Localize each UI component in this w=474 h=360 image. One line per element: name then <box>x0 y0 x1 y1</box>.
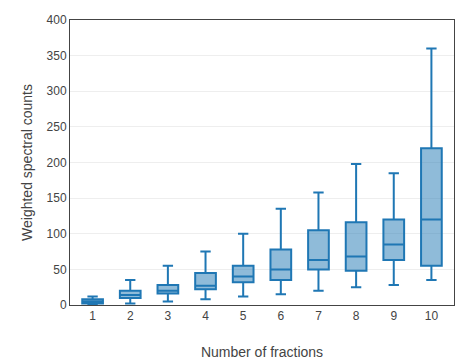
svg-text:250: 250 <box>47 120 67 134</box>
svg-text:10: 10 <box>425 309 439 323</box>
svg-text:3: 3 <box>165 309 172 323</box>
svg-text:50: 50 <box>53 263 67 277</box>
svg-text:4: 4 <box>202 309 209 323</box>
svg-text:Number of fractions: Number of fractions <box>201 344 323 360</box>
svg-text:350: 350 <box>47 49 67 63</box>
svg-text:5: 5 <box>240 309 247 323</box>
svg-text:100: 100 <box>47 227 67 241</box>
svg-text:8: 8 <box>353 309 360 323</box>
svg-text:2: 2 <box>127 309 134 323</box>
svg-text:150: 150 <box>47 191 67 205</box>
svg-text:300: 300 <box>47 84 67 98</box>
svg-text:7: 7 <box>315 309 322 323</box>
svg-text:1: 1 <box>89 309 96 323</box>
svg-text:400: 400 <box>47 13 67 27</box>
svg-text:6: 6 <box>277 309 284 323</box>
svg-text:Weighted spectral counts: Weighted spectral counts <box>19 84 35 241</box>
svg-text:9: 9 <box>390 309 397 323</box>
svg-text:0: 0 <box>60 298 67 312</box>
svg-text:200: 200 <box>47 156 67 170</box>
